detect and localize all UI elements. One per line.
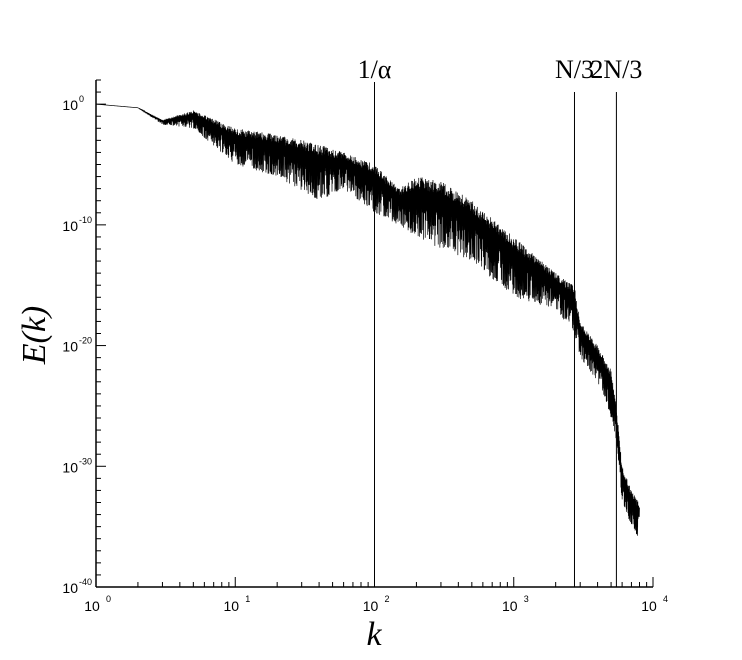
- x-tick-exponent: 4: [663, 594, 668, 604]
- y-tick-label: 10: [62, 459, 78, 475]
- y-axis-title: E(k): [16, 306, 53, 366]
- y-tick-exponent: -40: [79, 577, 92, 587]
- y-tick-exponent: -30: [79, 456, 92, 466]
- y-tick-label: 10: [62, 339, 78, 355]
- x-tick-exponent: 0: [106, 594, 111, 604]
- x-tick-exponent: 2: [385, 594, 390, 604]
- x-tick-exponent: 1: [245, 594, 250, 604]
- markers-layer: 1/α N/32N/3: [358, 55, 642, 587]
- marker-label: 1/α: [358, 55, 392, 84]
- y-tick-label: 10: [62, 97, 78, 113]
- spectrum-line: [95, 103, 640, 536]
- y-tick-exponent: -10: [79, 215, 92, 225]
- marker-label: N/3: [555, 55, 594, 84]
- x-axis-title: k: [366, 616, 382, 653]
- series-layer: [95, 103, 640, 536]
- x-tick-label: 10: [223, 598, 239, 614]
- x-tick-label: 10: [363, 598, 379, 614]
- y-tick-label: 10: [62, 218, 78, 234]
- y-tick-exponent: -20: [79, 336, 92, 346]
- x-tick-label: 10: [84, 598, 100, 614]
- x-tick-label: 10: [502, 598, 518, 614]
- marker-label: 2N/3: [590, 55, 642, 84]
- y-tick-label: 10: [62, 580, 78, 596]
- x-tick-exponent: 3: [524, 594, 529, 604]
- x-tick-label: 10: [641, 598, 657, 614]
- y-tick-exponent: 0: [79, 94, 84, 104]
